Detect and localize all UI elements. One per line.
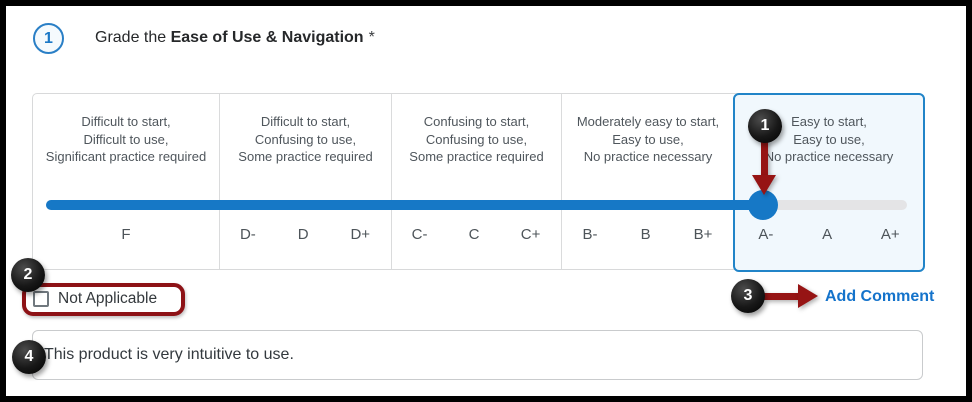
grade-label-d-plus[interactable]: D+	[350, 225, 371, 243]
grade-label-c-minus[interactable]: C-	[411, 225, 428, 243]
rubric-column-b[interactable]: Moderately easy to start, Easy to use, N…	[561, 94, 734, 269]
callout-3-arrow-head	[798, 284, 818, 308]
rubric-column-d[interactable]: Difficult to start, Confusing to use, So…	[219, 94, 391, 269]
question-title-prefix: Grade the	[95, 29, 171, 46]
callout-1-arrow-shaft	[761, 140, 768, 176]
not-applicable-label[interactable]: Not Applicable	[58, 290, 158, 307]
column-description: Difficult to start, Difficult to use, Si…	[45, 114, 207, 164]
grade-label-b-plus[interactable]: B+	[693, 225, 713, 243]
comment-text: This product is very intuitive to use.	[44, 346, 294, 363]
grade-label-c[interactable]: C	[468, 225, 480, 243]
question-title-criterion: Ease of Use & Navigation	[170, 29, 364, 46]
grade-label-d-minus[interactable]: D-	[239, 225, 256, 243]
rubric-column-f[interactable]: Difficult to start, Difficult to use, Si…	[33, 94, 219, 269]
callout-3-badge: 3	[731, 279, 765, 313]
grade-label-f[interactable]: F	[121, 225, 131, 243]
grade-slider-fill	[46, 200, 763, 210]
callout-2-outline	[22, 283, 185, 316]
grade-slider-handle[interactable]	[748, 190, 778, 220]
grade-label-c-plus[interactable]: C+	[520, 225, 541, 243]
grade-label-b-minus[interactable]: B-	[582, 225, 598, 243]
question-number-badge: 1	[33, 23, 64, 54]
callout-2-badge: 2	[11, 258, 45, 292]
grade-label-a-minus[interactable]: A-	[758, 225, 774, 243]
grade-label-d[interactable]: D	[297, 225, 309, 243]
comment-textarea[interactable]: This product is very intuitive to use.	[32, 330, 923, 380]
column-description: Difficult to start, Confusing to use, So…	[238, 114, 373, 164]
column-description: Confusing to start, Confusing to use, So…	[409, 114, 544, 164]
callout-4-badge: 4	[12, 340, 46, 374]
grade-label-b[interactable]: B	[640, 225, 651, 243]
rubric-column-a[interactable]: Easy to start, Easy to use, No practice …	[734, 94, 924, 269]
callout-1-badge: 1	[748, 109, 782, 143]
grade-labels-row: F D- D D+ C- C C+ B- B B+ A- A A+	[33, 222, 924, 246]
question-title: Grade the Ease of Use & Navigation *	[95, 29, 375, 47]
required-asterisk: *	[368, 29, 375, 46]
grade-label-a-plus[interactable]: A+	[880, 225, 900, 243]
rubric-grid: Difficult to start, Difficult to use, Si…	[32, 93, 925, 272]
column-description: Moderately easy to start, Easy to use, N…	[576, 114, 720, 164]
add-comment-link[interactable]: Add Comment	[825, 288, 935, 305]
rubric-columns: Difficult to start, Difficult to use, Si…	[33, 94, 922, 269]
rubric-column-c[interactable]: Confusing to start, Confusing to use, So…	[391, 94, 561, 269]
callout-1-arrow-head	[752, 175, 776, 195]
callout-3-arrow-shaft	[764, 293, 800, 300]
grade-label-a[interactable]: A	[822, 225, 833, 243]
column-description: Easy to start, Easy to use, No practice …	[764, 114, 894, 164]
grade-slider-track[interactable]	[46, 190, 907, 220]
not-applicable-checkbox[interactable]	[33, 291, 49, 307]
